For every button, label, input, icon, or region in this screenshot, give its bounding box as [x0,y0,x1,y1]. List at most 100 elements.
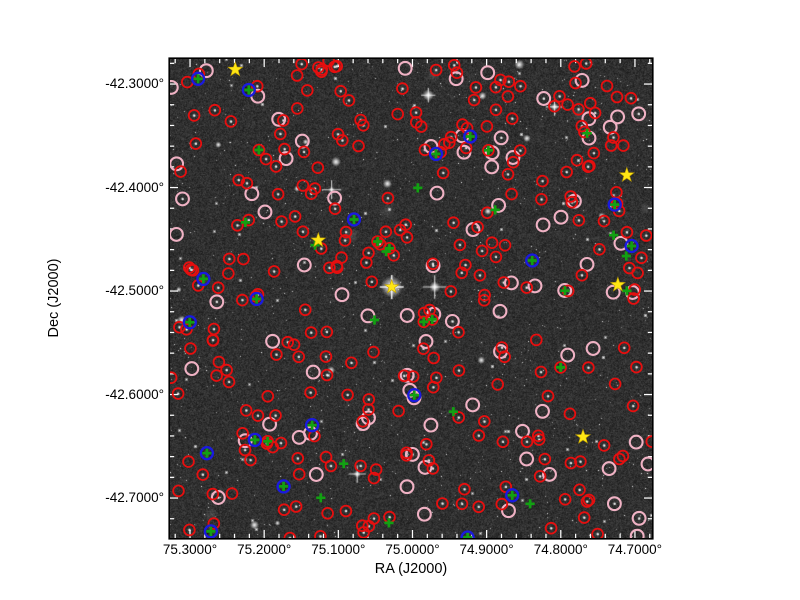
marker-pink-circle [262,416,278,432]
marker-red-circle [635,251,648,265]
marker-green-plus [627,241,637,251]
marker-red-circle [281,335,294,349]
marker-pink-circle [503,275,519,291]
marker-red-circle [558,492,572,506]
marker-red-circle [289,500,303,513]
marker-red-circle [287,338,301,352]
marker-red-circle [575,119,589,133]
marker-blue-circle [247,432,263,448]
marker-green-plus [369,315,380,325]
marker-red-circle [620,225,634,239]
markers-overlay [170,59,652,538]
marker-green-plus [339,459,349,469]
marker-red-circle [222,252,236,266]
marker-red-circle [582,361,595,374]
marker-red-circle [560,165,573,179]
marker-green-plus [381,246,391,257]
marker-red-circle [295,59,308,71]
marker-pink-circle [170,226,184,242]
marker-red-circle [520,435,534,449]
marker-green-plus [431,149,441,159]
marker-red-circle [354,113,367,127]
marker-pink-circle [244,186,260,202]
marker-red-circle [477,294,491,307]
marker-green-plus [560,286,570,296]
marker-pink-circle [501,503,516,519]
marker-red-circle [170,371,178,384]
marker-red-circle [252,143,266,157]
marker-pink-circle [404,446,420,462]
marker-green-plus [463,532,473,538]
marker-red-circle [196,468,210,481]
marker-blue-circle [249,291,264,307]
marker-red-circle [593,243,606,256]
marker-red-circle [319,450,333,464]
marker-red-circle [427,351,441,365]
marker-pink-circle [610,109,626,125]
marker-green-plus [582,128,592,138]
x-tick-label: 74.8000° [533,542,588,557]
marker-blue-circle [607,197,622,212]
marker-green-plus [206,526,216,536]
marker-red-circle [473,269,487,282]
marker-red-circle [291,102,304,115]
marker-pink-circle [327,190,343,206]
marker-red-circle [298,303,312,317]
marker-red-circle [339,225,353,239]
x-tick-label: 75.2000° [237,542,292,557]
marker-pink-circle [334,287,350,303]
marker-red-circle [244,453,257,467]
marker-red-circle [444,285,458,298]
marker-red-circle [501,168,515,181]
marker-red-circle [211,281,225,295]
marker-blue-circle [346,212,362,227]
marker-red-circle [187,109,201,122]
marker-red-circle [541,389,555,403]
marker-pink-circle [605,284,621,300]
marker-green-plus [507,490,517,500]
marker-pink-circle [535,217,551,233]
marker-red-circle [352,139,365,153]
marker-red-circle [514,79,527,93]
marker-yellow-star [227,61,244,77]
marker-red-circle [496,435,510,449]
marker-red-circle [315,63,329,76]
marker-green-plus [198,274,208,284]
marker-pink-circle [553,209,569,225]
marker-blue-circle [304,418,320,433]
marker-pink-circle [465,397,481,413]
marker-yellow-star [310,231,327,248]
marker-pink-circle [448,71,464,87]
marker-red-circle [236,293,249,307]
marker-red-circle [271,187,285,201]
marker-red-circle [529,333,543,347]
marker-pink-circle [170,156,185,172]
marker-red-circle [568,60,581,73]
marker-green-plus [250,435,260,445]
marker-red-circle [573,483,586,497]
marker-red-circle [220,363,233,377]
marker-red-circle [597,214,611,228]
marker-red-circle [429,371,443,385]
marker-red-circle [475,244,489,258]
marker-red-circle [297,145,311,159]
marker-red-circle [498,350,511,364]
marker-red-circle [367,471,381,485]
marker-red-circle [578,125,591,139]
marker-red-circle [471,220,484,234]
marker-red-circle [334,84,348,98]
marker-red-circle [320,368,334,382]
marker-red-circle [396,82,409,95]
marker-yellow-star [618,166,635,183]
marker-red-circle [172,484,185,498]
marker-red-circle [371,235,384,248]
marker-blue-circle [196,271,211,287]
marker-red-circle [580,495,594,508]
marker-red-circle [533,469,547,483]
marker-green-plus [427,314,437,324]
marker-red-circle [458,482,471,496]
marker-blue-circle [505,488,520,503]
marker-red-circle [426,462,440,475]
marker-red-circle [631,266,644,280]
marker-red-circle [267,265,281,278]
